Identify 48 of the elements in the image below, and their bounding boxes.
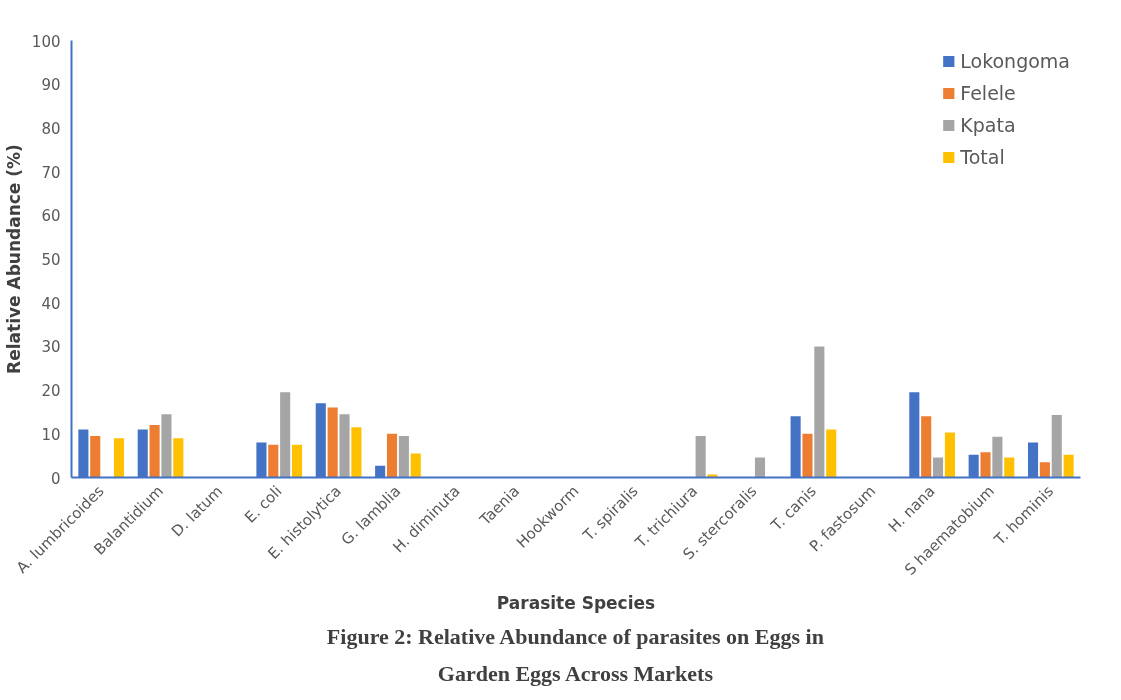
legend-label: Kpata bbox=[960, 114, 1016, 136]
bar bbox=[292, 444, 303, 478]
bar bbox=[386, 433, 398, 478]
bar bbox=[339, 414, 350, 478]
y-tick-label: 40 bbox=[41, 294, 61, 313]
bar bbox=[280, 392, 291, 478]
bar bbox=[410, 453, 421, 478]
bar bbox=[1051, 415, 1062, 478]
bar bbox=[1004, 457, 1015, 478]
bar bbox=[695, 435, 706, 478]
bar bbox=[707, 474, 718, 478]
legend-label: Total bbox=[960, 146, 1005, 168]
y-tick-label: 90 bbox=[41, 76, 61, 95]
bar bbox=[1039, 462, 1050, 478]
bar bbox=[992, 436, 1003, 478]
y-tick-label: 10 bbox=[41, 425, 61, 444]
x-axis-title: Parasite Species bbox=[496, 593, 656, 614]
bar bbox=[1063, 454, 1074, 478]
text: Figure 2: Relative Abundance of parasites on Eggs in Garden Eggs Across Markets bbox=[326, 623, 824, 686]
bar bbox=[268, 444, 279, 478]
y-axis-title: Relative Abundance (%) bbox=[3, 144, 24, 374]
y-tick-label: 30 bbox=[41, 338, 61, 357]
bar bbox=[980, 452, 991, 478]
bar bbox=[754, 457, 766, 478]
bar bbox=[921, 416, 932, 478]
y-tick-label: 0 bbox=[50, 469, 61, 488]
bar bbox=[113, 438, 125, 478]
y-tick-label: 80 bbox=[41, 119, 61, 138]
x-tick-label: E. coli bbox=[241, 482, 286, 527]
bar bbox=[944, 432, 955, 478]
bar bbox=[814, 346, 825, 478]
bar bbox=[802, 433, 813, 478]
legend-label: Felele bbox=[960, 82, 1016, 104]
bar bbox=[90, 435, 101, 478]
y-tick-label: 70 bbox=[41, 163, 61, 182]
legend-label: Lokongoma bbox=[960, 50, 1070, 72]
y-tick-label: 100 bbox=[31, 32, 61, 51]
bar bbox=[933, 457, 944, 478]
bar bbox=[161, 414, 172, 478]
bar bbox=[398, 435, 409, 478]
bar bbox=[351, 427, 362, 478]
bar bbox=[173, 438, 184, 478]
y-tick-label: 20 bbox=[41, 382, 61, 401]
bar bbox=[149, 425, 160, 478]
y-tick-label: 60 bbox=[41, 207, 61, 226]
bar bbox=[327, 407, 338, 478]
bar bbox=[826, 429, 837, 478]
y-tick-label: 50 bbox=[41, 251, 61, 269]
